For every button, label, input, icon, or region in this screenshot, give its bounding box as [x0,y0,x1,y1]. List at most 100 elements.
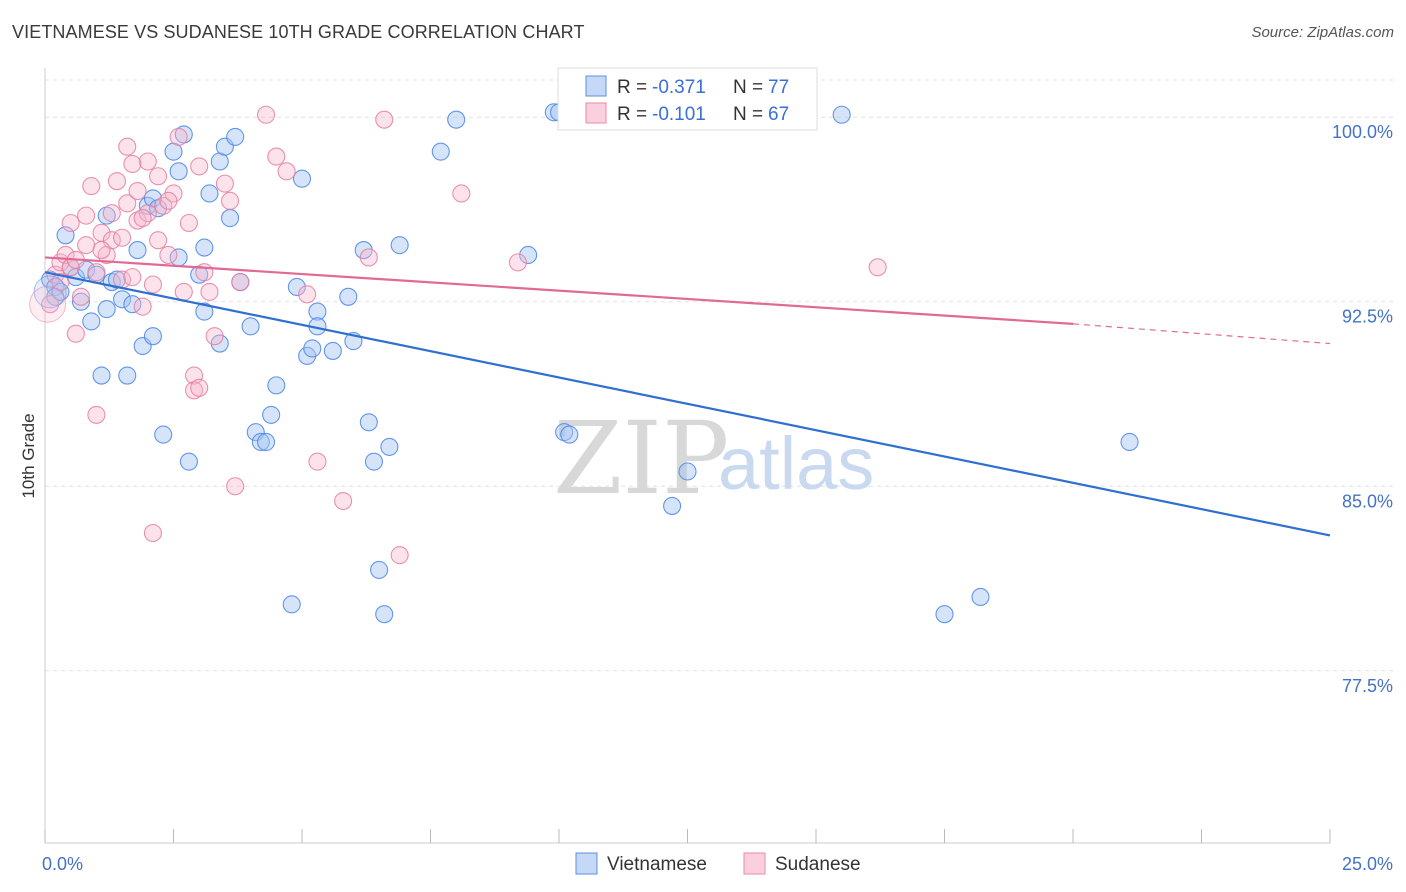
vietnamese-point-41 [241,317,260,336]
vietnamese-point-54 [323,341,342,360]
vietnamese-point-32 [195,238,214,257]
correlation-legend: R = -0.371 N = 77 R = -0.101 N = 67 [557,67,818,131]
sudanese-point-56 [452,184,471,203]
sudanese-point-25 [133,297,152,316]
vietnamese-point-7 [71,292,91,311]
sudanese-point-47 [256,105,276,124]
vietnamese-point-27 [169,162,188,181]
vietnamese-point-29 [174,125,193,144]
sudanese-point-27 [138,152,157,171]
sudanese-point-51 [308,452,327,471]
vietnamese-point-45 [262,405,281,424]
x-tick-labels: 0.0% 25.0% [42,854,1393,874]
vietnamese-point-73 [832,105,851,124]
vietnamese-point-33 [195,302,214,321]
sudanese-trend-extension [1072,323,1331,345]
watermark: ZIP atlas [553,400,874,517]
data-points [29,103,1139,624]
vietnamese-point-59 [364,452,384,471]
sudanese-point-9 [77,206,96,225]
sudanese-point-10 [82,177,101,196]
sudanese-point-49 [277,162,296,181]
legend-r-label-2: R = [617,104,647,125]
vietnamese-point-23 [143,327,162,346]
sudanese-point-4 [61,213,80,233]
series-name-sudanese: Sudanese [775,854,861,875]
vietnamese-point-74 [935,605,954,624]
sudanese-cluster-point [29,285,67,323]
sudanese-point-30 [149,167,168,186]
sudanese-point-46 [231,272,250,292]
vietnamese-point-30 [179,452,198,471]
vietnamese-point-64 [431,142,450,161]
sudanese-point-6 [66,324,85,343]
vietnamese-point-13 [97,206,116,225]
vietnamese-point-51 [303,339,322,358]
sudanese-point-16 [102,204,121,223]
sudanese-point-39 [190,378,209,397]
y-tick-label-0: 100.0% [1332,122,1393,142]
vietnamese-point-19 [128,241,147,260]
vietnamese-point-65 [447,110,466,129]
legend-r-value-2: -0.101 [652,104,706,125]
source-label: Source: ZipAtlas.com [1251,24,1394,41]
y-tick-labels: 100.0% 92.5% 85.0% 77.5% [1332,122,1393,696]
y-axis-title: 10th Grade [19,413,38,498]
legend-r-label-1: R = [617,77,647,98]
sudanese-point-38 [185,381,204,400]
series-name-vietnamese: Vietnamese [607,854,707,875]
series-swatch-sudanese [743,852,766,875]
grid-lines [45,79,1395,672]
sudanese-point-48 [267,147,286,166]
vietnamese-point-60 [370,560,389,579]
legend-swatch-sudanese [585,102,607,124]
x-tick-label-1: 25.0% [1342,854,1393,874]
sudanese-point-57 [508,253,527,272]
sudanese-point-29 [149,231,168,250]
vietnamese-point-43 [251,432,270,452]
sudanese-point-22 [123,268,142,287]
sudanese-point-0 [41,295,60,314]
y-tick-label-3: 77.5% [1342,676,1393,696]
vietnamese-point-58 [359,413,378,432]
sudanese-point-65 [92,241,111,260]
sudanese-point-55 [390,546,409,565]
vietnamese-point-71 [663,496,682,515]
vietnamese-point-62 [380,437,399,456]
sudanese-trend-line [44,256,1074,325]
trend-lines [44,256,1331,537]
sudanese-point-28 [143,275,162,294]
sudanese-point-31 [154,196,173,215]
legend-swatch-vietnamese [585,75,607,97]
vietnamese-trend-line [44,271,1331,537]
sudanese-point-26 [138,204,157,223]
vietnamese-point-38 [220,209,240,228]
vietnamese-point-76 [1120,432,1139,452]
legend-r-value-1: -0.371 [652,77,706,98]
vietnamese-point-69 [555,423,574,442]
sudanese-point-23 [128,211,147,230]
sudanese-point-53 [359,248,378,267]
watermark-zip: ZIP [553,400,729,517]
axes [44,68,1331,844]
sudanese-point-52 [334,491,353,511]
vietnamese-point-52 [308,302,327,321]
sudanese-point-45 [226,477,245,496]
legend-n-label-1: N = [733,77,763,98]
vietnamese-point-9 [82,312,101,331]
vietnamese-point-70 [560,425,579,444]
sudanese-point-42 [205,327,224,346]
sudanese-point-12 [87,405,106,424]
vietnamese-point-15 [107,270,127,289]
sudanese-point-20 [118,194,137,213]
vietnamese-point-66 [519,245,538,265]
sudanese-point-11 [87,263,106,282]
vietnamese-point-25 [154,425,173,444]
legend-n-value-2: 67 [768,104,789,125]
sudanese-point-18 [113,228,132,247]
sudanese-point-58 [868,258,887,277]
vietnamese-point-11 [92,366,111,385]
sudanese-point-50 [298,285,317,304]
sudanese-point-8 [77,236,96,255]
